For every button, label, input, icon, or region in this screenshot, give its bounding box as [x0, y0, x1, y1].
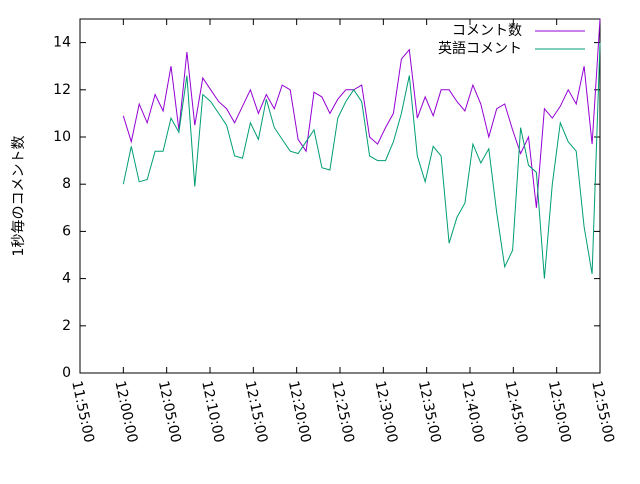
y-tick-label: 4 — [62, 271, 71, 287]
plot-border — [79, 18, 601, 374]
x-tick-label: 12:45:00 — [502, 379, 531, 444]
legend-label: コメント数 — [452, 23, 522, 39]
x-tick-label: 12:05:00 — [155, 379, 184, 444]
y-tick-label: 10 — [53, 129, 71, 145]
y-axis-label: 1秒毎のコメント数 — [11, 136, 27, 257]
x-tick-label: 12:50:00 — [545, 379, 574, 444]
x-tick-label: 12:10:00 — [198, 379, 227, 444]
legend-label: 英語コメント — [438, 40, 522, 57]
x-tick-label: 12:30:00 — [372, 379, 401, 444]
x-tick-label: 12:00:00 — [112, 379, 141, 444]
y-tick-label: 2 — [62, 318, 71, 334]
x-tick-label: 12:55:00 — [588, 379, 617, 444]
x-tick-label: 11:55:00 — [68, 379, 97, 444]
y-tick-label: 12 — [53, 82, 71, 98]
x-tick-label: 12:35:00 — [415, 379, 444, 444]
x-tick-label: 12:40:00 — [458, 379, 487, 444]
x-tick-label: 12:25:00 — [328, 379, 357, 444]
y-tick-label: 0 — [62, 365, 71, 381]
series-line — [122, 42, 601, 279]
y-tick-label: 8 — [62, 176, 71, 192]
y-tick-label: 6 — [62, 223, 71, 239]
x-tick-label: 12:20:00 — [285, 379, 314, 444]
series-line — [122, 18, 601, 208]
y-tick-label: 14 — [53, 35, 71, 51]
x-tick-label: 12:15:00 — [242, 379, 271, 444]
